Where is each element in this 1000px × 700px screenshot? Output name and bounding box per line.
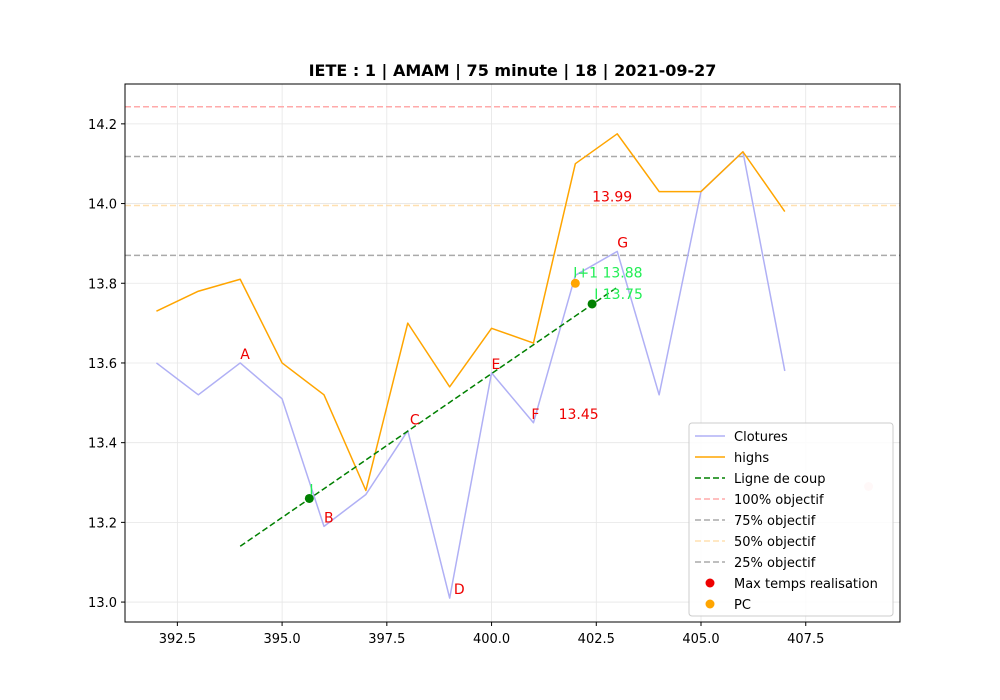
series-line-clotures — [155, 151, 786, 599]
annotation-label: B — [324, 510, 334, 526]
y-tick-label: 13.6 — [88, 357, 117, 372]
annotation-label: F — [531, 407, 539, 423]
legend-box — [688, 422, 894, 617]
annotation-label: I+1 13.88 — [573, 265, 642, 281]
annotation-label: 13.99 — [592, 190, 632, 206]
annotation-label: A — [240, 347, 250, 363]
legend-label: Clotures — [734, 430, 788, 445]
x-tick-label: 407.5 — [787, 632, 824, 647]
y-tick-label: 13.2 — [88, 516, 117, 531]
annotation-label: G — [617, 235, 628, 251]
chart-title: IETE : 1 | AMAM | 75 minute | 18 | 2021-… — [309, 61, 717, 81]
x-tick-label: 397.5 — [368, 632, 405, 647]
legend: Clotures highs Ligne de coup 100% objectif 7… — [688, 422, 894, 617]
legend-label: highs — [734, 451, 769, 466]
annotation-label: C — [410, 413, 420, 429]
x-tick-label: 402.5 — [578, 632, 615, 647]
y-tick-label: 14.0 — [88, 198, 117, 213]
annotation-label: E — [492, 357, 501, 373]
plot-area: A B C D E F G 13.45 13.99 I+1 13.88 I 13.75 I — [125, 105, 900, 599]
y-tick-label: 13.0 — [88, 596, 117, 611]
legend-label: 100% objectif — [734, 493, 824, 508]
legend-label: 50% objectif — [734, 535, 816, 550]
legend-label: 75% objectif — [734, 514, 816, 529]
legend-label: PC — [734, 598, 751, 613]
series-line-ligne-de-coup — [239, 286, 618, 547]
grid-lines — [125, 84, 900, 622]
y-tick-label: 13.8 — [88, 277, 117, 292]
entry-marker-2 — [587, 299, 597, 309]
x-tick-label: 392.5 — [159, 632, 196, 647]
annotation-label: I 13.75 — [594, 287, 643, 303]
x-tick-label: 405.0 — [682, 632, 719, 647]
y-tick-label: 13.4 — [88, 437, 117, 452]
annotation-label: 13.45 — [559, 407, 599, 423]
legend-label: Max temps realisation — [734, 577, 878, 592]
legend-label: Ligne de coup — [734, 472, 825, 487]
scatter-point-pc — [570, 278, 580, 288]
x-tick-label: 395.0 — [263, 632, 300, 647]
y-tick-label: 14.2 — [88, 118, 117, 133]
axes-frame — [124, 83, 901, 623]
annotation-label: I — [309, 482, 313, 498]
legend-swatch — [705, 578, 715, 588]
legend-label: 25% objectif — [734, 556, 816, 571]
legend-swatch — [705, 599, 715, 609]
series-line-highs — [156, 133, 786, 492]
x-tick-label: 400.0 — [473, 632, 510, 647]
annotation-label: D — [454, 582, 465, 598]
entry-marker-1 — [304, 493, 314, 503]
